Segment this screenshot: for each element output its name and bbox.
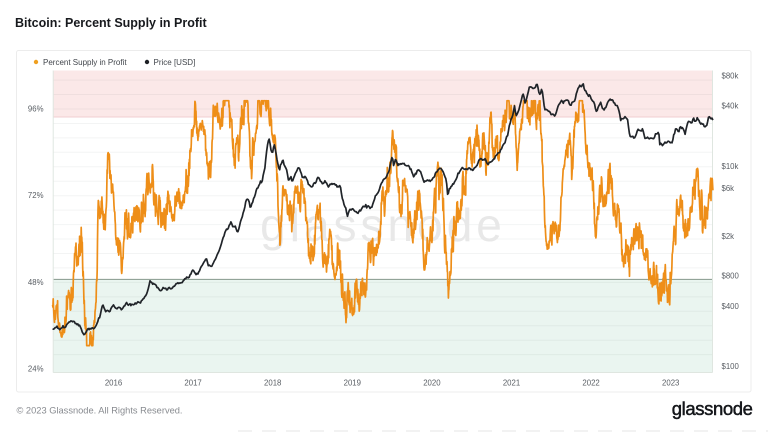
svg-text:$10k: $10k bbox=[722, 162, 739, 171]
svg-text:glassnode: glassnode bbox=[260, 199, 506, 251]
svg-text:48%: 48% bbox=[28, 278, 44, 287]
svg-text:2021: 2021 bbox=[503, 379, 520, 388]
svg-text:$800: $800 bbox=[722, 272, 740, 281]
svg-text:72%: 72% bbox=[28, 191, 44, 200]
svg-text:$80k: $80k bbox=[722, 71, 739, 80]
svg-text:$400: $400 bbox=[722, 302, 740, 311]
svg-text:2022: 2022 bbox=[582, 379, 599, 388]
svg-text:2017: 2017 bbox=[184, 379, 201, 388]
svg-text:$2k: $2k bbox=[722, 232, 735, 241]
svg-text:2023: 2023 bbox=[662, 379, 679, 388]
svg-text:24%: 24% bbox=[28, 365, 44, 374]
svg-text:$6k: $6k bbox=[722, 184, 735, 193]
svg-text:Bitcoin: Percent Supply in Pro: Bitcoin: Percent Supply in Profit bbox=[15, 16, 208, 30]
svg-text:Percent Supply in Profit: Percent Supply in Profit bbox=[43, 58, 127, 67]
svg-text:2020: 2020 bbox=[423, 379, 441, 388]
svg-text:$100: $100 bbox=[722, 362, 740, 371]
svg-text:96%: 96% bbox=[28, 105, 44, 114]
svg-text:glassnode: glassnode bbox=[672, 398, 753, 419]
svg-text:Price [USD]: Price [USD] bbox=[154, 58, 196, 67]
svg-text:2019: 2019 bbox=[344, 379, 361, 388]
svg-text:2016: 2016 bbox=[105, 379, 122, 388]
svg-text:© 2023 Glassnode. All Rights R: © 2023 Glassnode. All Rights Reserved. bbox=[17, 406, 183, 416]
svg-text:2018: 2018 bbox=[264, 379, 281, 388]
svg-text:$40k: $40k bbox=[722, 102, 739, 111]
